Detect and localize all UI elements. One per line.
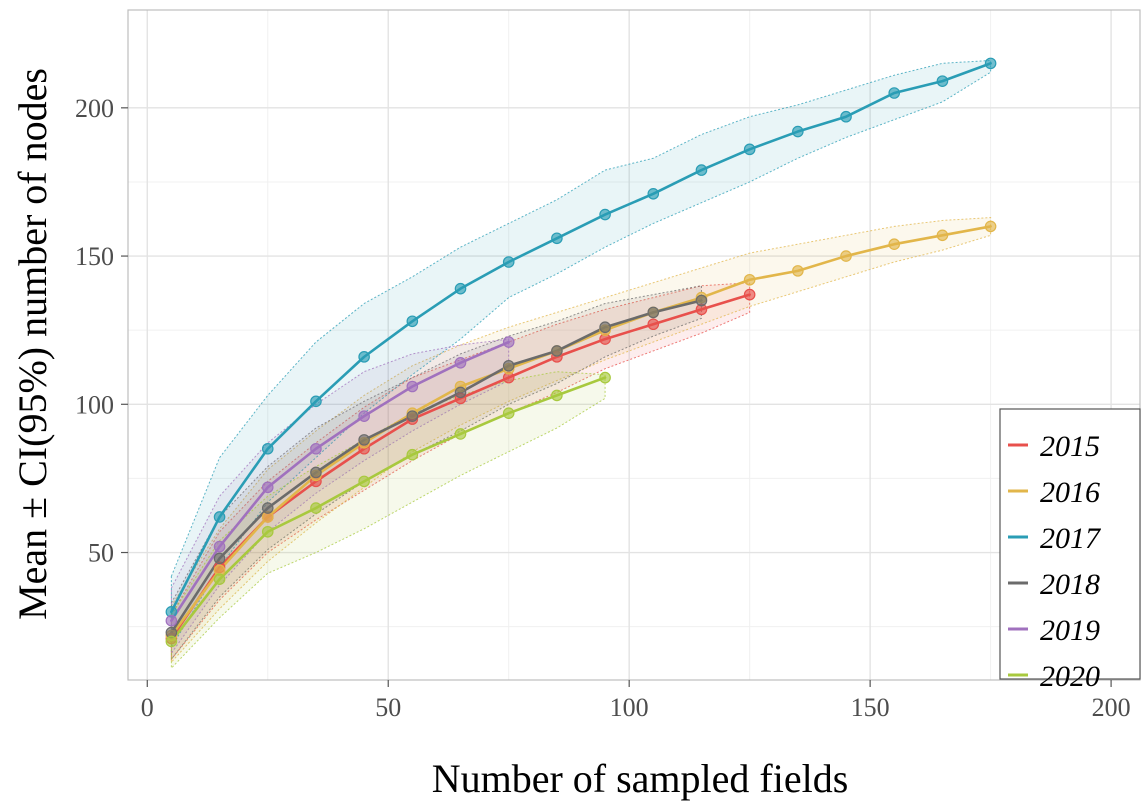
series-line-2020 [170,376,607,643]
data-point-2017 [502,256,515,268]
data-point-2017 [261,442,274,455]
data-point-2017 [743,143,756,156]
data-point-2018 [454,386,467,399]
data-point-2020 [551,389,563,402]
legend-label-2016: 2016 [1040,476,1100,509]
data-point-2020 [502,407,515,419]
data-point-2018 [695,294,708,307]
data-point-2018 [647,306,660,319]
data-point-2020 [310,502,322,514]
data-point-2019 [213,540,226,553]
y-tick-label: 150 [75,242,114,271]
data-point-2020 [599,371,611,384]
data-point-2017 [984,57,997,70]
data-point-2019 [261,481,274,494]
data-point-2020 [358,475,370,488]
legend-label-2015: 2015 [1040,430,1100,463]
series-points [165,57,997,648]
plot-panel-border [127,9,1141,681]
data-point-2016 [792,265,804,277]
x-tick-label: 150 [851,693,890,722]
x-tick-label: 200 [1092,693,1131,722]
data-point-2017 [406,315,419,328]
data-point-2018 [551,345,563,357]
data-point-2020 [213,573,226,586]
data-point-2016 [743,273,756,286]
data-point-2018 [502,359,515,372]
legend-label-2017: 2017 [1040,522,1102,555]
data-point-2020 [406,448,419,461]
data-point-2019 [502,336,515,348]
series-line-2019 [170,340,511,623]
data-point-2016 [984,220,997,233]
legend-label-2018: 2018 [1040,568,1100,601]
data-point-2018 [261,502,274,514]
data-point-2016 [840,250,852,262]
data-point-2017 [213,511,226,523]
data-point-2017 [936,75,949,87]
data-point-2016 [888,238,901,251]
data-point-2018 [599,321,611,334]
data-point-2019 [454,356,467,369]
data-point-2018 [406,410,419,422]
ci-band-2017 [170,59,992,650]
data-point-2017 [647,188,660,200]
y-tick-label: 100 [75,390,114,419]
data-point-2020 [165,635,178,648]
legend: 2015 2016 2017 2018 2019 2020 [999,408,1141,693]
data-point-2017 [310,395,322,408]
series-line-2017 [170,62,992,614]
data-point-2017 [840,110,852,123]
x-tick-label: 50 [375,693,401,722]
ci-band-2020 [170,371,606,670]
data-point-2018 [213,552,226,565]
data-point-2017 [454,282,467,295]
data-point-2019 [310,442,322,455]
x-tick-label: 0 [141,693,154,722]
data-point-2017 [695,164,708,176]
data-point-2017 [551,232,563,245]
data-point-2019 [358,410,370,422]
legend-label-2020: 2020 [1040,660,1100,693]
confidence-bands [170,59,992,670]
data-point-2017 [599,208,611,221]
series-line-2018 [170,299,703,634]
data-point-2017 [888,87,901,99]
y-axis-title: Mean ± CI(95%) number of nodes [10,68,55,620]
data-point-2018 [358,434,370,446]
data-point-2020 [454,428,467,440]
y-tick-label: 200 [75,94,114,123]
legend-box [999,408,1141,680]
legend-label-2019: 2019 [1040,614,1100,647]
data-point-2019 [165,614,178,627]
data-point-2017 [792,125,804,138]
data-point-2018 [310,466,322,479]
axis-ticks: 0 50 100 150 200 50 100 150 200 [75,94,1131,722]
data-point-2015 [743,288,756,301]
x-axis-title: Number of sampled fields [432,756,849,801]
y-tick-label: 50 [88,539,114,568]
x-tick-label: 100 [610,693,649,722]
data-point-2015 [647,318,660,331]
data-point-2016 [936,229,949,242]
series-line-2016 [170,225,992,637]
data-point-2020 [261,525,274,538]
data-point-2019 [406,380,419,393]
data-point-2017 [358,351,370,363]
